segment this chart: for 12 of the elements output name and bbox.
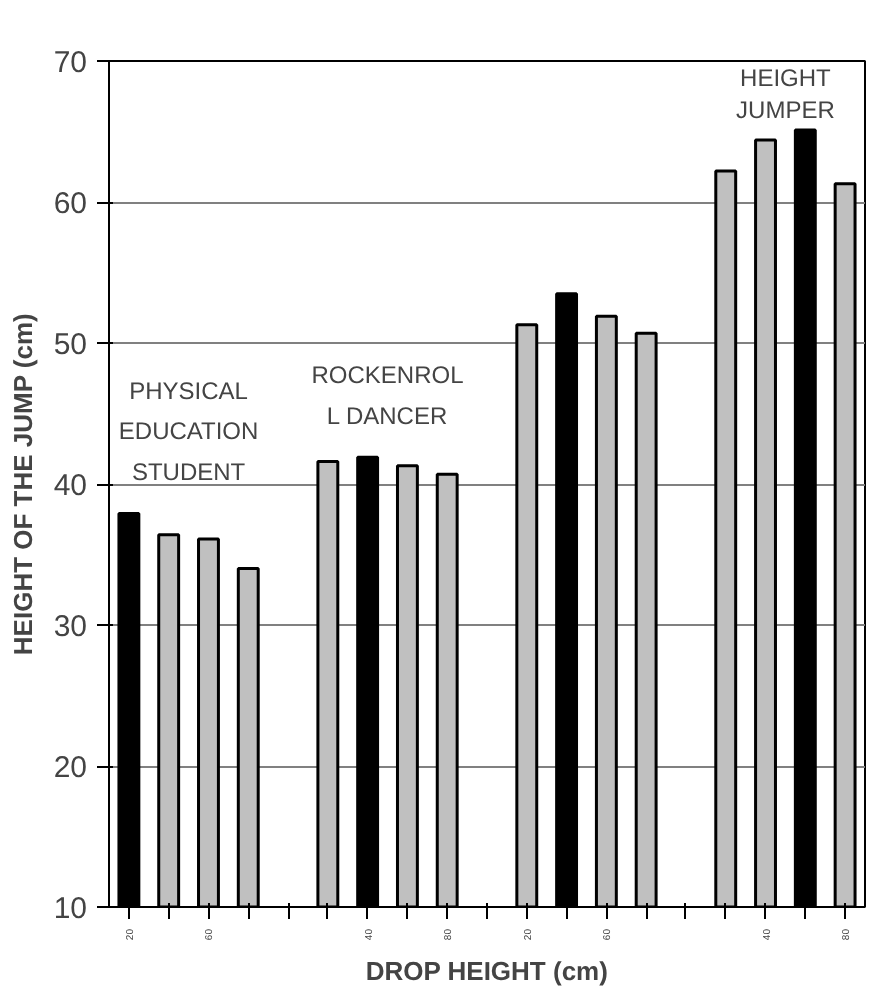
y-tick-label: 40 [53, 469, 88, 503]
annotation: ROCKENROL L DANCER [311, 361, 465, 430]
annotation: HEIGHT JUMPER [736, 63, 836, 125]
y-tick-label: 70 [53, 46, 88, 80]
y-tick-label: 60 [53, 187, 88, 221]
y-axis-title: HEIGHT OF THE JUMP (cm) [7, 313, 38, 656]
y-tick-label: 10 [53, 892, 88, 926]
annotation: PHYSICAL EDUCATION STUDENT [118, 376, 259, 487]
x-axis-title: DROP HEIGHT (cm) [365, 956, 608, 987]
y-tick-label: 20 [53, 751, 88, 785]
y-tick-label: 30 [53, 610, 88, 644]
y-tick-label: 50 [53, 328, 88, 362]
